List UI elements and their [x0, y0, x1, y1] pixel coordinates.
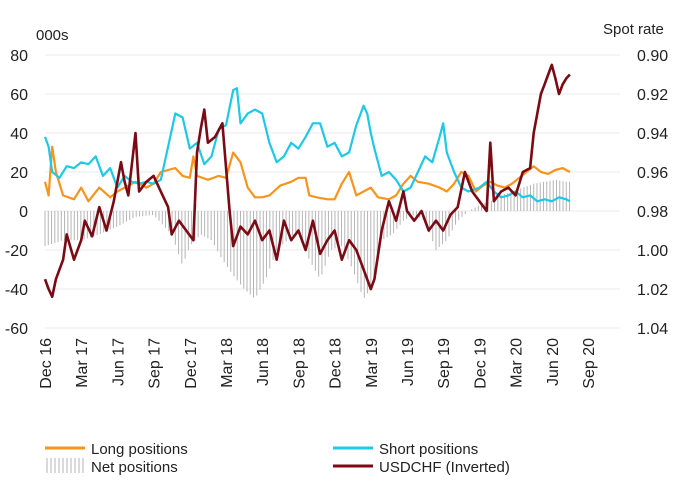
gridlines — [45, 54, 620, 329]
legend-label-long: Long positions — [91, 441, 188, 458]
right-tick-label: 0.90 — [637, 48, 668, 65]
x-tick-label: Dec 19 — [472, 338, 489, 389]
x-tick-label: Mar 19 — [364, 338, 381, 388]
left-tick-label: 60 — [10, 87, 28, 104]
legend: Long positions Net positions Short posit… — [45, 441, 510, 476]
right-tick-label: 0.96 — [637, 165, 668, 182]
right-tick-label: 0.92 — [637, 87, 668, 104]
x-tick-label: Mar 20 — [509, 338, 526, 388]
x-tick-label: Sep 19 — [436, 338, 453, 389]
x-tick-label: Sep 20 — [581, 338, 598, 389]
x-tick-label: Sep 18 — [291, 338, 308, 389]
usdchf-inverted-line — [43, 63, 571, 299]
left-tick-label: -20 — [5, 243, 28, 260]
legend-swatch-net — [46, 458, 84, 473]
right-tick-label: 1.00 — [637, 243, 668, 260]
x-tick-label: Jun 17 — [110, 338, 127, 386]
series-lines — [43, 63, 571, 299]
legend-label-usdchf: USDCHF (Inverted) — [379, 459, 510, 476]
legend-label-net: Net positions — [91, 459, 178, 476]
x-tick-label: Dec 16 — [38, 338, 55, 389]
x-tick-label: Mar 17 — [74, 338, 91, 388]
x-tick-label: Jun 18 — [255, 338, 272, 386]
left-tick-label: -40 — [5, 282, 28, 299]
left-axis-ticks: 80 60 40 20 0 -20 -40 -60 — [5, 48, 28, 338]
right-tick-label: 1.02 — [637, 282, 668, 299]
left-tick-label: 40 — [10, 126, 28, 143]
x-tick-label: Dec 17 — [183, 338, 200, 389]
left-tick-label: 0 — [19, 204, 28, 221]
x-tick-label: Dec 18 — [328, 338, 345, 389]
right-tick-label: 1.04 — [637, 321, 668, 338]
right-axis-unit: Spot rate — [603, 21, 664, 38]
left-tick-label: -60 — [5, 321, 28, 338]
legend-label-short: Short positions — [379, 441, 478, 458]
right-tick-label: 0.94 — [637, 126, 668, 143]
x-axis-ticks: Dec 16 Mar 17 Jun 17 Sep 17 Dec 17 Mar 18 Jun … — [38, 338, 598, 389]
left-axis-unit: 000s — [36, 27, 69, 44]
right-axis-ticks: 0.90 0.92 0.94 0.96 0.98 1.00 1.02 1.04 — [637, 48, 668, 338]
left-tick-label: 20 — [10, 165, 28, 182]
right-tick-label: 0.98 — [637, 204, 668, 221]
x-tick-label: Jun 20 — [545, 338, 562, 386]
x-tick-label: Mar 18 — [219, 338, 236, 388]
x-tick-label: Sep 17 — [147, 338, 164, 389]
left-tick-label: 80 — [10, 48, 28, 65]
x-tick-label: Jun 19 — [400, 338, 417, 386]
